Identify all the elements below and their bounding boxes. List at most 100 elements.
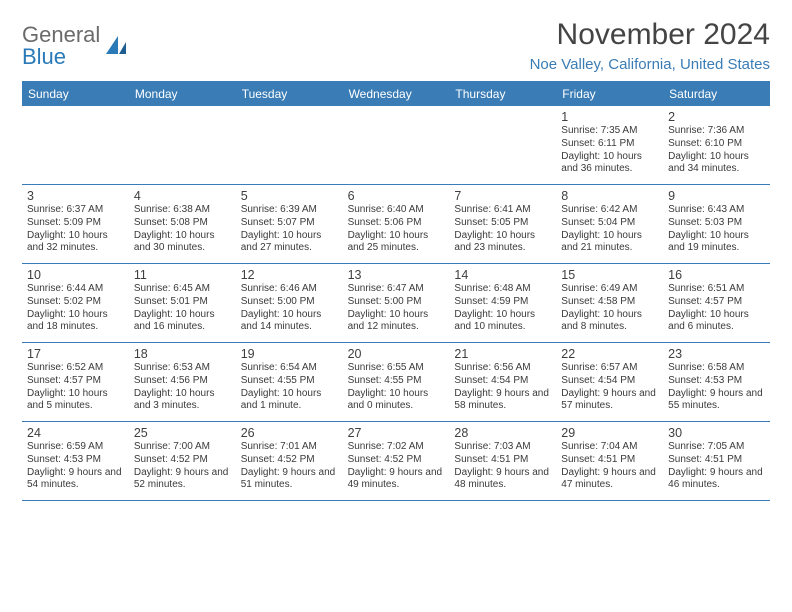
day-number: 14 (454, 268, 551, 282)
day-header-cell: Friday (556, 83, 663, 106)
day-number: 20 (348, 347, 445, 361)
day-info: Sunrise: 7:00 AMSunset: 4:52 PMDaylight:… (134, 441, 231, 492)
sunset-text: Sunset: 5:01 PM (134, 296, 231, 309)
daylight-text: Daylight: 10 hours and 34 minutes. (668, 151, 765, 177)
sunset-text: Sunset: 5:08 PM (134, 217, 231, 230)
day-number: 1 (561, 110, 658, 124)
day-cell: 2Sunrise: 7:36 AMSunset: 6:10 PMDaylight… (663, 106, 770, 184)
day-info: Sunrise: 6:53 AMSunset: 4:56 PMDaylight:… (134, 362, 231, 413)
day-number: 27 (348, 426, 445, 440)
day-number: 6 (348, 189, 445, 203)
sunrise-text: Sunrise: 7:01 AM (241, 441, 338, 454)
sunrise-text: Sunrise: 6:44 AM (27, 283, 124, 296)
title-block: November 2024 Noe Valley, California, Un… (530, 18, 770, 73)
blank-cell (343, 106, 450, 184)
daylight-text: Daylight: 10 hours and 0 minutes. (348, 388, 445, 414)
daylight-text: Daylight: 9 hours and 47 minutes. (561, 467, 658, 493)
day-info: Sunrise: 6:43 AMSunset: 5:03 PMDaylight:… (668, 204, 765, 255)
day-cell: 19Sunrise: 6:54 AMSunset: 4:55 PMDayligh… (236, 343, 343, 421)
day-info: Sunrise: 6:59 AMSunset: 4:53 PMDaylight:… (27, 441, 124, 492)
sunset-text: Sunset: 5:09 PM (27, 217, 124, 230)
day-number: 25 (134, 426, 231, 440)
day-header-cell: Thursday (449, 83, 556, 106)
sunrise-text: Sunrise: 6:49 AM (561, 283, 658, 296)
day-cell: 12Sunrise: 6:46 AMSunset: 5:00 PMDayligh… (236, 264, 343, 342)
sunset-text: Sunset: 5:02 PM (27, 296, 124, 309)
sunrise-text: Sunrise: 6:52 AM (27, 362, 124, 375)
daylight-text: Daylight: 9 hours and 46 minutes. (668, 467, 765, 493)
day-info: Sunrise: 6:39 AMSunset: 5:07 PMDaylight:… (241, 204, 338, 255)
day-number: 15 (561, 268, 658, 282)
week-row: 24Sunrise: 6:59 AMSunset: 4:53 PMDayligh… (22, 422, 770, 501)
day-cell: 27Sunrise: 7:02 AMSunset: 4:52 PMDayligh… (343, 422, 450, 500)
sunrise-text: Sunrise: 6:56 AM (454, 362, 551, 375)
calendar-page: General Blue November 2024 Noe Valley, C… (0, 0, 792, 513)
sunset-text: Sunset: 4:51 PM (668, 454, 765, 467)
daylight-text: Daylight: 9 hours and 51 minutes. (241, 467, 338, 493)
day-header-cell: Saturday (663, 83, 770, 106)
day-cell: 10Sunrise: 6:44 AMSunset: 5:02 PMDayligh… (22, 264, 129, 342)
sunrise-text: Sunrise: 6:53 AM (134, 362, 231, 375)
day-cell: 11Sunrise: 6:45 AMSunset: 5:01 PMDayligh… (129, 264, 236, 342)
sunset-text: Sunset: 4:52 PM (134, 454, 231, 467)
day-info: Sunrise: 7:04 AMSunset: 4:51 PMDaylight:… (561, 441, 658, 492)
daylight-text: Daylight: 10 hours and 5 minutes. (27, 388, 124, 414)
sunset-text: Sunset: 4:53 PM (27, 454, 124, 467)
day-number: 23 (668, 347, 765, 361)
day-cell: 22Sunrise: 6:57 AMSunset: 4:54 PMDayligh… (556, 343, 663, 421)
day-header-cell: Sunday (22, 83, 129, 106)
sunset-text: Sunset: 5:05 PM (454, 217, 551, 230)
calendar-grid: SundayMondayTuesdayWednesdayThursdayFrid… (22, 81, 770, 501)
day-cell: 26Sunrise: 7:01 AMSunset: 4:52 PMDayligh… (236, 422, 343, 500)
daylight-text: Daylight: 10 hours and 3 minutes. (134, 388, 231, 414)
brand-text: General Blue (22, 24, 100, 68)
sunset-text: Sunset: 5:07 PM (241, 217, 338, 230)
day-cell: 4Sunrise: 6:38 AMSunset: 5:08 PMDaylight… (129, 185, 236, 263)
sunrise-text: Sunrise: 6:47 AM (348, 283, 445, 296)
sunset-text: Sunset: 4:54 PM (454, 375, 551, 388)
daylight-text: Daylight: 10 hours and 19 minutes. (668, 230, 765, 256)
sunrise-text: Sunrise: 6:42 AM (561, 204, 658, 217)
day-number: 18 (134, 347, 231, 361)
day-cell: 1Sunrise: 7:35 AMSunset: 6:11 PMDaylight… (556, 106, 663, 184)
weeks-container: 1Sunrise: 7:35 AMSunset: 6:11 PMDaylight… (22, 106, 770, 501)
day-cell: 5Sunrise: 6:39 AMSunset: 5:07 PMDaylight… (236, 185, 343, 263)
day-cell: 28Sunrise: 7:03 AMSunset: 4:51 PMDayligh… (449, 422, 556, 500)
daylight-text: Daylight: 10 hours and 12 minutes. (348, 309, 445, 335)
sunset-text: Sunset: 6:11 PM (561, 138, 658, 151)
sunset-text: Sunset: 4:52 PM (348, 454, 445, 467)
week-row: 17Sunrise: 6:52 AMSunset: 4:57 PMDayligh… (22, 343, 770, 422)
sunrise-text: Sunrise: 6:41 AM (454, 204, 551, 217)
week-row: 1Sunrise: 7:35 AMSunset: 6:11 PMDaylight… (22, 106, 770, 185)
daylight-text: Daylight: 10 hours and 1 minute. (241, 388, 338, 414)
day-number: 12 (241, 268, 338, 282)
week-row: 3Sunrise: 6:37 AMSunset: 5:09 PMDaylight… (22, 185, 770, 264)
day-number: 24 (27, 426, 124, 440)
day-info: Sunrise: 6:54 AMSunset: 4:55 PMDaylight:… (241, 362, 338, 413)
day-cell: 20Sunrise: 6:55 AMSunset: 4:55 PMDayligh… (343, 343, 450, 421)
day-number: 21 (454, 347, 551, 361)
day-info: Sunrise: 7:03 AMSunset: 4:51 PMDaylight:… (454, 441, 551, 492)
daylight-text: Daylight: 10 hours and 21 minutes. (561, 230, 658, 256)
day-info: Sunrise: 6:46 AMSunset: 5:00 PMDaylight:… (241, 283, 338, 334)
brand-logo: General Blue (22, 24, 130, 68)
day-cell: 16Sunrise: 6:51 AMSunset: 4:57 PMDayligh… (663, 264, 770, 342)
sunrise-text: Sunrise: 6:51 AM (668, 283, 765, 296)
sunset-text: Sunset: 4:55 PM (241, 375, 338, 388)
sunset-text: Sunset: 5:04 PM (561, 217, 658, 230)
daylight-text: Daylight: 10 hours and 25 minutes. (348, 230, 445, 256)
sunset-text: Sunset: 4:51 PM (561, 454, 658, 467)
sunset-text: Sunset: 4:57 PM (27, 375, 124, 388)
sunset-text: Sunset: 4:58 PM (561, 296, 658, 309)
sunset-text: Sunset: 4:56 PM (134, 375, 231, 388)
sunset-text: Sunset: 4:52 PM (241, 454, 338, 467)
sunrise-text: Sunrise: 6:39 AM (241, 204, 338, 217)
sunset-text: Sunset: 4:59 PM (454, 296, 551, 309)
daylight-text: Daylight: 9 hours and 52 minutes. (134, 467, 231, 493)
day-info: Sunrise: 6:37 AMSunset: 5:09 PMDaylight:… (27, 204, 124, 255)
blank-cell (449, 106, 556, 184)
day-cell: 25Sunrise: 7:00 AMSunset: 4:52 PMDayligh… (129, 422, 236, 500)
sunrise-text: Sunrise: 6:48 AM (454, 283, 551, 296)
day-number: 28 (454, 426, 551, 440)
sunrise-text: Sunrise: 7:02 AM (348, 441, 445, 454)
